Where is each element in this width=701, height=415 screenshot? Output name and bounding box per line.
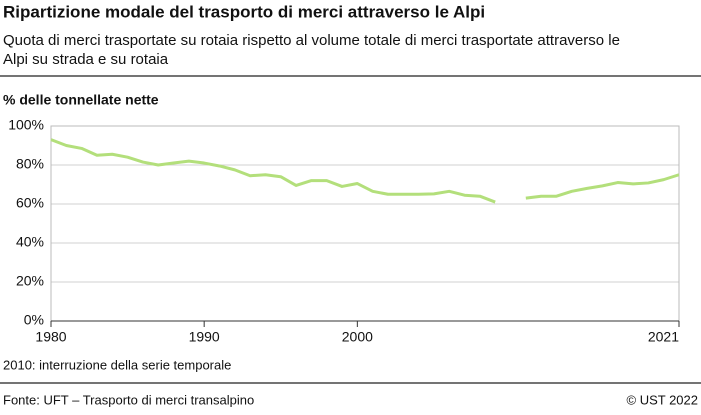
copyright: © UST 2022 bbox=[627, 392, 699, 407]
y-tick-label: 80% bbox=[16, 156, 44, 172]
note: 2010: interruzione della serie temporale bbox=[3, 357, 231, 372]
chart-subtitle: Quota di merci trasportate su rotaia ris… bbox=[3, 32, 620, 68]
subtitle-box: Quota di merci trasportate su rotaia ris… bbox=[3, 32, 620, 68]
data-line bbox=[50, 138, 680, 204]
y-tick-label: 100% bbox=[8, 117, 44, 133]
source: Fonte: UFT – Trasporto di merci transalp… bbox=[3, 392, 254, 407]
x-tick-label: 1990 bbox=[189, 329, 220, 345]
y-tick-label: 20% bbox=[16, 273, 44, 289]
y-tick-label: 40% bbox=[16, 234, 44, 250]
x-tick-label: 2000 bbox=[342, 329, 373, 345]
chart-title: Ripartizione modale del trasporto di mer… bbox=[3, 2, 485, 21]
y-axis-label: % delle tonnellate nette bbox=[3, 92, 159, 108]
x-tick-label: 1980 bbox=[35, 329, 66, 345]
x-tick-label: 2021 bbox=[648, 329, 679, 345]
y-tick-label: 0% bbox=[24, 312, 44, 328]
y-tick-label: 60% bbox=[16, 195, 44, 211]
plot-frame bbox=[50, 125, 680, 322]
